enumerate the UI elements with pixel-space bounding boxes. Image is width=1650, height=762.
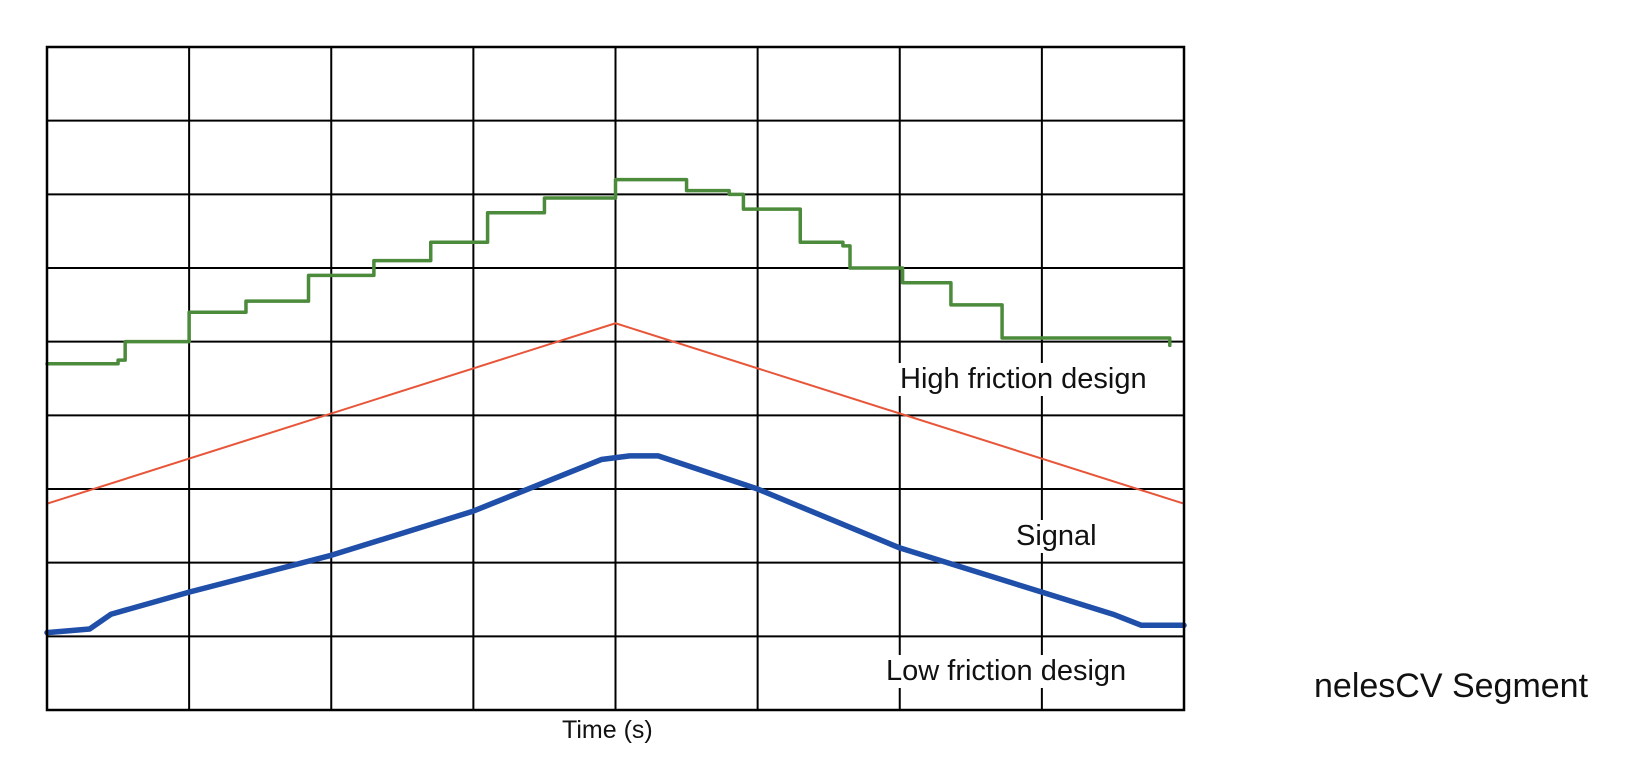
series-low-friction-line: [44, 453, 1187, 636]
series-layer: [44, 177, 1187, 636]
series-label-signal: Signal: [1012, 520, 1101, 553]
x-axis-label: Time (s): [562, 716, 653, 744]
side-caption: nelesCV Segment: [1314, 667, 1589, 705]
series-label-high-friction: High friction design: [896, 363, 1151, 396]
plot-frame: [45, 45, 1186, 712]
series-signal-line: [46, 322, 1185, 505]
series-label-low-friction: Low friction design: [882, 655, 1131, 688]
series-high-friction-line: [45, 177, 1172, 366]
